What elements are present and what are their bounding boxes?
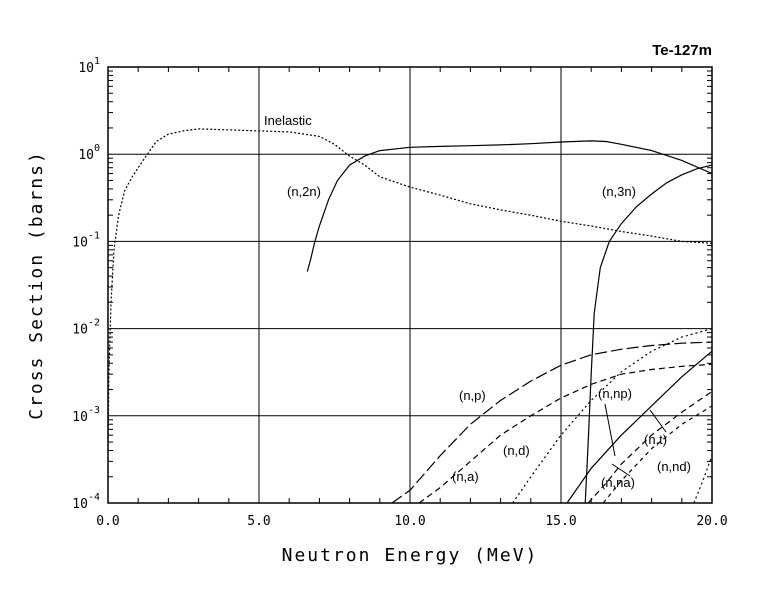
x-axis-label: Neutron Energy (MeV) [282, 545, 539, 566]
curve-n-na [602, 405, 713, 504]
label-n-3n: (n,3n) [602, 184, 636, 199]
y-tick-label: 10-4 [72, 492, 100, 512]
label-n-na: (n,na) [601, 475, 635, 490]
y-axis-label: Cross Section (barns) [26, 150, 47, 420]
label-n-t: (n,t) [644, 432, 667, 447]
x-tick-label: 20.0 [696, 514, 727, 529]
y-tick-label: 101 [78, 56, 100, 76]
series-curves [107, 128, 713, 504]
x-tick-label: 10.0 [394, 514, 425, 529]
axis-ticks: 0.0 5.0 10.0 15.0 20.0 101 100 10-1 10-2 10-3 10-4 [72, 56, 727, 529]
label-n-d: (n,d) [503, 443, 530, 458]
y-tick-label: 10-3 [72, 405, 100, 425]
curve-n-a [418, 363, 713, 504]
curve-n-nd [693, 455, 713, 504]
x-tick-label: 15.0 [545, 514, 576, 529]
x-tick-label: 0.0 [96, 514, 119, 529]
label-n-2n: (n,2n) [287, 184, 321, 199]
label-n-p: (n,p) [459, 388, 486, 403]
label-n-np: (n,np) [598, 386, 632, 401]
y-tick-label: 10-2 [72, 318, 100, 338]
label-inelastic: Inelastic [264, 113, 312, 128]
y-tick-label: 10-1 [72, 230, 100, 250]
curve-n-t [587, 391, 713, 504]
leader-n-np [604, 403, 616, 457]
label-n-a: (n,a) [452, 469, 479, 484]
curve-n-2n [306, 140, 713, 272]
leader-n-t [649, 409, 667, 433]
curve-n-3n [584, 164, 713, 504]
leader-n-na [611, 463, 631, 477]
curve-n-p [391, 341, 713, 504]
x-tick-label: 5.0 [247, 514, 270, 529]
chart-title: Te-127m [652, 42, 712, 59]
grid-lines [108, 67, 712, 503]
label-n-nd: (n,nd) [657, 459, 691, 474]
curve-inelastic [107, 128, 713, 451]
curve-annotations: Inelastic (n,2n) (n,3n) (n,p) (n,np) (n,… [264, 113, 691, 490]
curve-n-np [566, 350, 713, 504]
y-tick-label: 100 [78, 143, 100, 163]
curve-n-d [512, 328, 713, 504]
